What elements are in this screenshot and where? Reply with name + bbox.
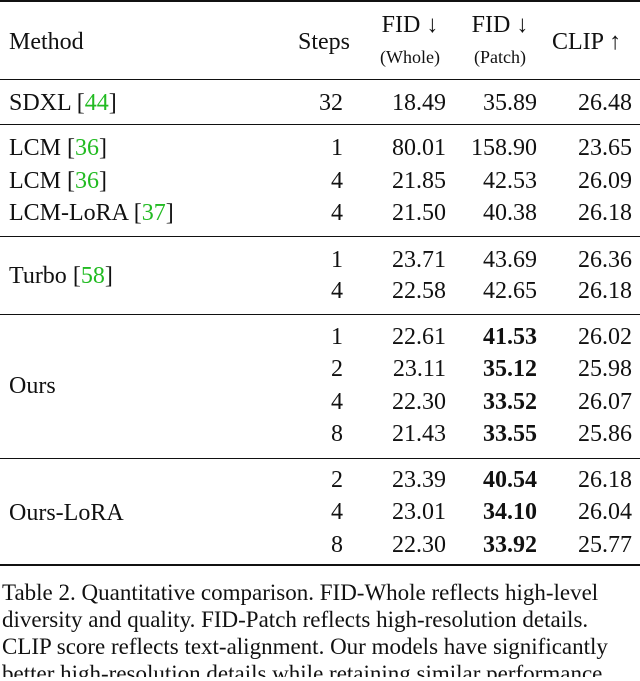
method-cell: Ours bbox=[9, 373, 56, 399]
clip-cell: 26.18 bbox=[578, 278, 632, 304]
clip-cell: 26.18 bbox=[578, 200, 632, 226]
caption-line: better high-resolution details while ret… bbox=[2, 661, 603, 677]
fid-whole-cell: 21.85 bbox=[392, 168, 446, 194]
group-rule bbox=[0, 458, 640, 459]
fid-patch-cell: 40.54 bbox=[483, 467, 537, 493]
method-cell: LCM-LoRA [37] bbox=[9, 200, 174, 226]
header-rule bbox=[0, 79, 640, 80]
fid-whole-cell: 18.49 bbox=[392, 90, 446, 116]
table-caption: Table 2. Quantitative comparison. FID-Wh… bbox=[2, 579, 640, 677]
clip-cell: 26.04 bbox=[578, 499, 632, 525]
clip-cell: 23.65 bbox=[578, 135, 632, 161]
clip-cell: 26.36 bbox=[578, 247, 632, 273]
fid-patch-cell: 42.65 bbox=[483, 278, 537, 304]
fid-whole-cell: 23.01 bbox=[392, 499, 446, 525]
fid-whole-cell: 22.58 bbox=[392, 278, 446, 304]
clip-cell: 26.02 bbox=[578, 324, 632, 350]
steps-cell: 4 bbox=[331, 168, 343, 194]
steps-cell: 8 bbox=[331, 532, 343, 558]
caption-line: Table 2. Quantitative comparison. FID-Wh… bbox=[2, 580, 599, 605]
fid-patch-cell: 158.90 bbox=[471, 135, 537, 161]
clip-cell: 26.18 bbox=[578, 467, 632, 493]
method-cell: LCM [36] bbox=[9, 135, 108, 161]
group-rule bbox=[0, 236, 640, 237]
header-fid-patch: FID ↓ bbox=[471, 12, 529, 38]
method-cell: SDXL [44] bbox=[9, 90, 117, 116]
group-rule bbox=[0, 124, 640, 125]
top-rule bbox=[0, 0, 640, 2]
fid-patch-cell: 40.38 bbox=[483, 200, 537, 226]
steps-cell: 4 bbox=[331, 200, 343, 226]
fid-patch-cell: 33.55 bbox=[483, 421, 537, 447]
steps-cell: 1 bbox=[331, 135, 343, 161]
steps-cell: 1 bbox=[331, 324, 343, 350]
fid-whole-cell: 23.71 bbox=[392, 247, 446, 273]
header-fid-whole: FID ↓ bbox=[381, 12, 439, 38]
steps-cell: 1 bbox=[331, 247, 343, 273]
fid-patch-cell: 33.52 bbox=[483, 389, 537, 415]
fid-patch-cell: 42.53 bbox=[483, 168, 537, 194]
clip-cell: 26.07 bbox=[578, 389, 632, 415]
fid-patch-cell: 41.53 bbox=[483, 324, 537, 350]
fid-patch-cell: 34.10 bbox=[483, 499, 537, 525]
caption-line: CLIP score reflects text-alignment. Our … bbox=[2, 634, 608, 659]
caption-line: diversity and quality. FID-Patch reflect… bbox=[2, 607, 589, 632]
fid-whole-cell: 22.30 bbox=[392, 389, 446, 415]
header-steps: Steps bbox=[298, 29, 351, 55]
steps-cell: 4 bbox=[331, 499, 343, 525]
clip-cell: 26.09 bbox=[578, 168, 632, 194]
fid-whole-cell: 23.11 bbox=[392, 356, 446, 382]
header-method: Method bbox=[9, 29, 84, 55]
fid-whole-cell: 23.39 bbox=[392, 467, 446, 493]
header-fid-patch-sub: (Patch) bbox=[474, 47, 526, 67]
method-cell: LCM [36] bbox=[9, 168, 108, 194]
fid-patch-cell: 35.12 bbox=[483, 356, 537, 382]
header-clip: CLIP ↑ bbox=[552, 29, 622, 55]
clip-cell: 25.98 bbox=[578, 356, 632, 382]
method-cell: Turbo [58] bbox=[9, 263, 113, 289]
fid-whole-cell: 22.30 bbox=[392, 532, 446, 558]
steps-cell: 2 bbox=[331, 467, 343, 493]
group-rule bbox=[0, 314, 640, 315]
fid-patch-cell: 35.89 bbox=[483, 90, 537, 116]
steps-cell: 2 bbox=[331, 356, 343, 382]
method-cell: Ours-LoRA bbox=[9, 500, 124, 526]
clip-cell: 25.77 bbox=[578, 532, 632, 558]
fid-whole-cell: 21.50 bbox=[392, 200, 446, 226]
steps-cell: 32 bbox=[319, 90, 343, 116]
fid-whole-cell: 21.43 bbox=[392, 421, 446, 447]
fid-whole-cell: 80.01 bbox=[392, 135, 446, 161]
header-fid-whole-sub: (Whole) bbox=[380, 47, 440, 67]
fid-whole-cell: 22.61 bbox=[392, 324, 446, 350]
steps-cell: 4 bbox=[331, 389, 343, 415]
steps-cell: 8 bbox=[331, 421, 343, 447]
fid-patch-cell: 33.92 bbox=[483, 532, 537, 558]
clip-cell: 25.86 bbox=[578, 421, 632, 447]
clip-cell: 26.48 bbox=[578, 90, 632, 116]
steps-cell: 4 bbox=[331, 278, 343, 304]
fid-patch-cell: 43.69 bbox=[483, 247, 537, 273]
bottom-rule bbox=[0, 564, 640, 566]
